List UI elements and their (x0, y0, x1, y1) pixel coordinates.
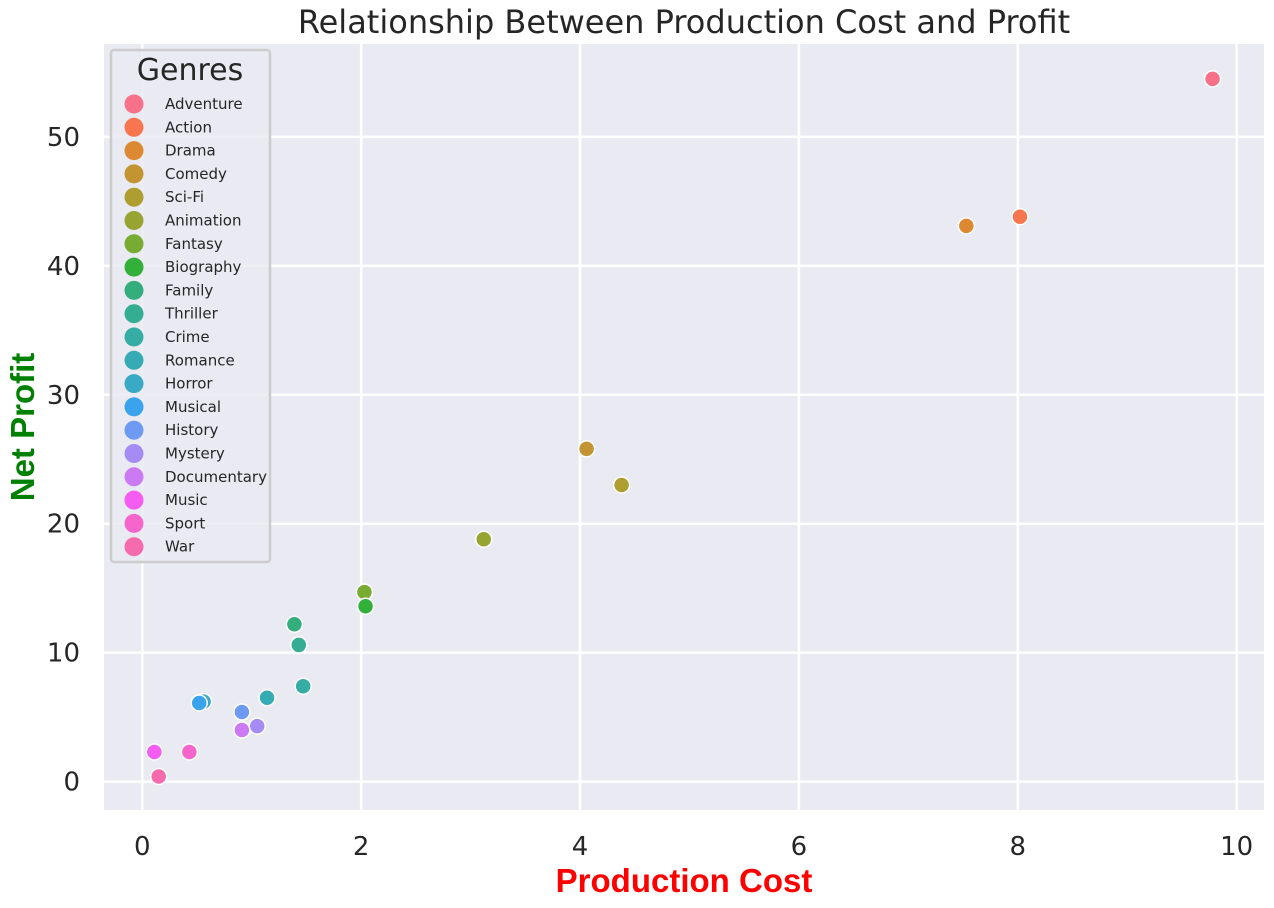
legend-marker (124, 211, 144, 230)
legend-entry-label: Adventure (165, 95, 243, 113)
y-axis-label: Net Profit (4, 353, 41, 502)
x-tick-label: 0 (134, 832, 151, 862)
y-tick-label: 30 (47, 381, 80, 411)
legend-entry-label: Thriller (164, 305, 219, 323)
legend-marker (124, 374, 144, 394)
legend-entry-label: Crime (165, 328, 210, 346)
y-tick-label: 0 (63, 768, 80, 798)
y-tick-label: 20 (47, 510, 80, 540)
y-tick-label: 40 (47, 252, 80, 282)
legend-marker (124, 397, 144, 417)
legend-entry-label: History (165, 421, 218, 439)
x-tick-label: 10 (1220, 832, 1253, 862)
data-point-history (233, 703, 251, 721)
legend-entry-label: Sport (165, 514, 205, 532)
legend-marker (124, 304, 144, 324)
data-point-romance (258, 689, 276, 707)
legend-marker (124, 350, 144, 370)
legend-entry-label: Mystery (165, 445, 225, 463)
legend-marker (124, 257, 144, 277)
legend-entry-label: Music (165, 491, 208, 509)
legend-entry-label: Comedy (165, 165, 227, 183)
x-tick-label: 2 (353, 832, 370, 862)
legend-marker (124, 141, 144, 161)
grid-lines (104, 44, 1264, 810)
legend-entry-label: Action (165, 118, 212, 136)
y-tick-label: 10 (47, 639, 80, 669)
data-point-war (149, 767, 168, 786)
chart-title: Relationship Between Production Cost and… (298, 3, 1070, 41)
data-point-action (1011, 208, 1029, 226)
x-tick-labels: 0 2 4 6 8 10 (134, 832, 1253, 862)
plot-background (104, 44, 1264, 810)
legend-marker (124, 490, 144, 510)
legend-entry-label: Family (165, 281, 213, 299)
data-point-sport (180, 743, 199, 761)
legend-entry-label: Romance (165, 351, 235, 369)
data-point-music (145, 743, 164, 761)
data-point-sci-fi (612, 476, 631, 494)
data-point-crime (294, 677, 312, 695)
legend: Genres AdventureActionDramaComedySci-FiA… (109, 48, 272, 564)
legend-box (109, 48, 272, 564)
legend-marker (124, 327, 144, 347)
data-point-biography (356, 597, 375, 615)
legend-marker (124, 513, 144, 533)
y-tick-labels: 0 10 20 30 40 50 (47, 123, 80, 798)
legend-entry-label: Animation (165, 212, 241, 230)
legend-marker (124, 537, 144, 557)
legend-entry-label: Horror (165, 375, 213, 393)
x-tick-label: 8 (1010, 832, 1027, 862)
data-point-mystery (248, 717, 266, 735)
legend-entry-label: Documentary (165, 468, 267, 486)
data-point-family (285, 615, 304, 634)
data-point-comedy (577, 440, 596, 458)
legend-title: Genres (137, 53, 243, 88)
legend-entry-label: Musical (165, 398, 221, 416)
legend-marker (124, 164, 144, 184)
data-point-documentary (233, 721, 251, 739)
legend-marker (124, 444, 144, 463)
x-tick-label: 4 (572, 832, 589, 862)
legend-entry-label: Drama (165, 142, 216, 160)
legend-entry-label: Fantasy (165, 235, 223, 253)
y-tick-label: 50 (47, 123, 80, 153)
legend-entry-label: War (165, 538, 195, 556)
legend-marker (124, 467, 144, 487)
legend-marker (124, 280, 144, 300)
data-point-adventure (1203, 70, 1222, 88)
legend-entries: Adventure Action Drama Comedy Sci-Fi Animatio… (124, 94, 267, 557)
legend-entry-label: Sci-Fi (165, 188, 204, 206)
legend-marker (124, 187, 144, 207)
data-point-thriller (290, 636, 308, 654)
x-tick-label: 6 (791, 832, 808, 862)
data-point-musical (190, 694, 208, 712)
legend-marker (124, 420, 144, 440)
legend-marker (124, 94, 144, 114)
data-point-animation (474, 530, 493, 548)
legend-entry-label: Biography (165, 258, 242, 276)
x-axis-label: Production Cost (556, 862, 813, 899)
data-point-drama (957, 217, 976, 235)
legend-marker (124, 117, 144, 137)
legend-marker (124, 234, 144, 254)
data-points (145, 70, 1222, 786)
